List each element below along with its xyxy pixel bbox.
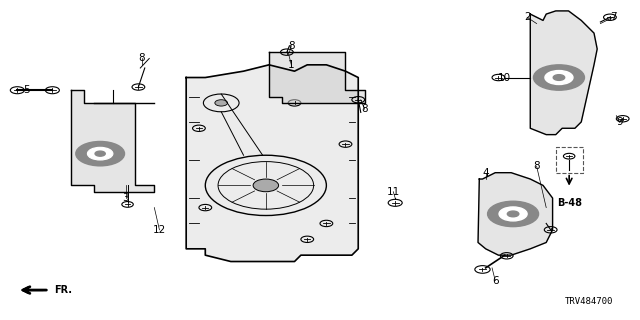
Text: TRV484700: TRV484700 [564, 297, 613, 306]
Circle shape [508, 211, 519, 217]
Text: 2: 2 [524, 12, 531, 22]
Circle shape [545, 70, 573, 84]
Text: 8: 8 [533, 161, 540, 171]
Circle shape [534, 65, 584, 90]
Polygon shape [72, 90, 154, 192]
Text: 8: 8 [288, 41, 294, 51]
Polygon shape [478, 173, 552, 255]
Text: 9: 9 [616, 117, 623, 127]
Circle shape [215, 100, 228, 106]
Text: 1: 1 [288, 60, 294, 70]
Text: 8: 8 [362, 104, 368, 114]
Polygon shape [269, 52, 365, 103]
Text: 6: 6 [492, 276, 499, 285]
Text: FR.: FR. [54, 285, 72, 295]
Text: B-48: B-48 [557, 198, 582, 208]
Circle shape [95, 151, 105, 156]
Text: 11: 11 [387, 187, 400, 197]
Circle shape [88, 147, 113, 160]
Circle shape [76, 142, 124, 166]
Text: 7: 7 [610, 12, 616, 22]
Circle shape [553, 75, 564, 80]
Circle shape [488, 201, 539, 227]
Text: 8: 8 [138, 53, 145, 63]
Text: 5: 5 [24, 85, 30, 95]
Bar [556, 147, 582, 173]
Polygon shape [531, 11, 597, 135]
Text: 12: 12 [153, 225, 166, 235]
Circle shape [253, 179, 278, 192]
Text: 3: 3 [122, 193, 129, 203]
Text: 10: 10 [498, 73, 511, 83]
Polygon shape [186, 65, 358, 261]
Text: 4: 4 [483, 168, 489, 178]
Circle shape [499, 207, 527, 221]
